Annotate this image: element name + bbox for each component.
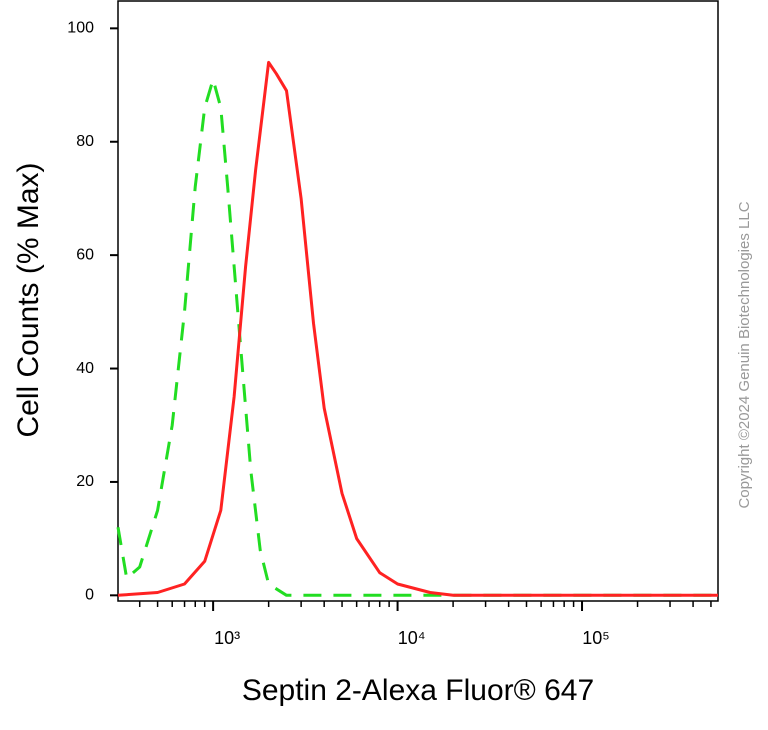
- y-tick-label: 100: [67, 20, 94, 37]
- y-tick-label: 20: [76, 473, 94, 490]
- y-tick-label: 60: [76, 246, 94, 263]
- x-tick-label: 10³: [214, 628, 240, 648]
- y-axis-label: Cell Counts (% Max): [12, 162, 45, 437]
- x-tick-label: 10⁴: [398, 628, 426, 648]
- y-tick-label: 0: [85, 587, 94, 604]
- x-axis-label: Septin 2-Alexa Fluor® 647: [242, 674, 594, 707]
- plot-frame: [117, 0, 719, 602]
- x-tick-label: 10⁵: [582, 628, 609, 648]
- copyright: Copyright ©2024 Genuin Biotechnologies L…: [736, 201, 753, 508]
- y-tick-label: 40: [76, 360, 94, 377]
- histogram-line: [117, 60, 718, 597]
- histogram-line: [116, 77, 718, 597]
- y-tick-label: 80: [76, 133, 94, 150]
